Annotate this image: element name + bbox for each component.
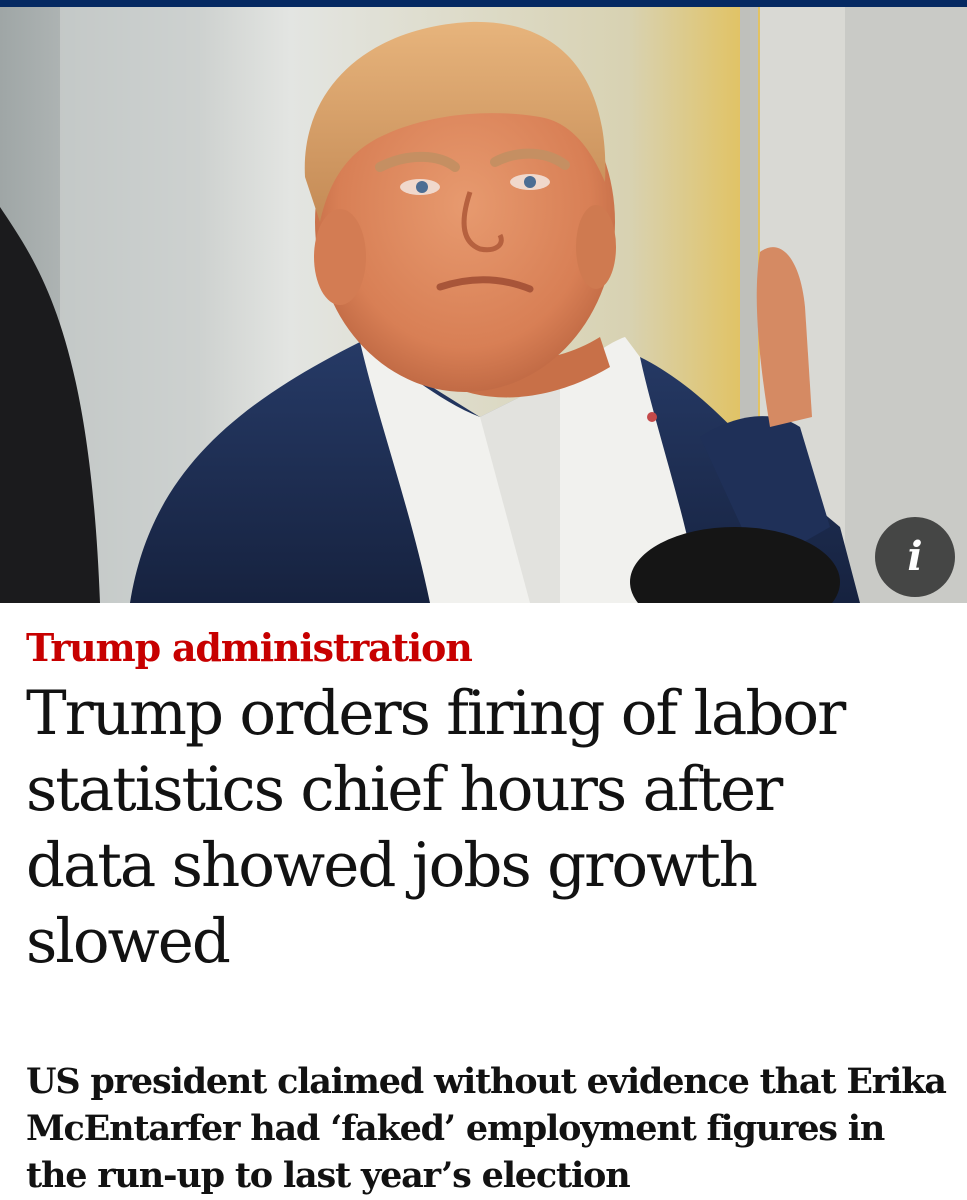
article-headline: Trump orders firing of labor statistics … bbox=[26, 678, 846, 977]
info-icon: i bbox=[907, 533, 923, 580]
brand-top-bar bbox=[0, 0, 967, 7]
article-header: Trump administration Trump orders firing… bbox=[26, 620, 946, 980]
hero-image[interactable]: i bbox=[0, 7, 967, 603]
article-standfirst: US president claimed without evidence th… bbox=[26, 1061, 947, 1196]
hero-photo bbox=[0, 7, 967, 603]
image-info-button[interactable]: i bbox=[875, 517, 955, 597]
section-kicker[interactable]: Trump administration bbox=[26, 625, 473, 670]
